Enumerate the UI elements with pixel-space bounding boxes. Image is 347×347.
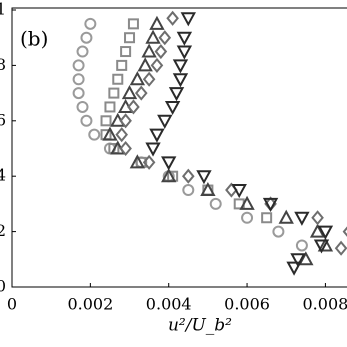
- point: [172, 59, 189, 74]
- point: [137, 57, 153, 72]
- point: [100, 115, 112, 127]
- point: [149, 15, 165, 30]
- point: [76, 45, 89, 58]
- point: [112, 73, 124, 85]
- point: [294, 211, 310, 226]
- point: [129, 154, 146, 169]
- point: [181, 168, 195, 184]
- x-tick-label: 0.002: [67, 295, 113, 314]
- point: [115, 127, 128, 143]
- point: [142, 71, 156, 87]
- point: [278, 209, 294, 224]
- point: [313, 239, 330, 254]
- point: [209, 197, 222, 210]
- y-tick-label: 0.2: [0, 221, 6, 240]
- x-axis-label: u²/U_b²: [168, 316, 232, 336]
- point: [80, 114, 93, 127]
- point: [311, 210, 324, 226]
- point: [84, 17, 97, 30]
- x-tick-label: 0.004: [146, 295, 192, 314]
- y-tick-label: 0.4: [0, 166, 6, 185]
- point: [317, 237, 334, 252]
- point: [231, 184, 247, 199]
- point: [119, 140, 132, 157]
- point: [72, 73, 85, 86]
- point: [116, 59, 128, 71]
- point: [309, 223, 326, 238]
- point: [180, 12, 196, 27]
- point: [149, 128, 165, 143]
- point: [129, 71, 146, 86]
- point: [176, 45, 193, 60]
- point: [286, 261, 302, 276]
- point: [290, 253, 306, 268]
- point: [141, 43, 157, 58]
- point: [72, 59, 85, 72]
- point: [127, 99, 140, 115]
- y-tick-label: 0.8: [0, 55, 6, 74]
- point: [102, 126, 118, 141]
- point: [80, 31, 93, 44]
- point: [72, 87, 85, 100]
- point: [119, 113, 132, 129]
- point: [261, 212, 273, 224]
- point: [295, 239, 308, 252]
- point: [145, 29, 161, 44]
- point: [262, 197, 279, 212]
- panel-label: (b): [20, 27, 48, 51]
- point: [239, 195, 255, 210]
- y-tick-label: 0: [0, 277, 6, 296]
- point: [108, 87, 120, 99]
- point: [342, 226, 347, 237]
- point: [164, 100, 181, 116]
- x-tick-label: 0.006: [224, 295, 270, 314]
- point: [161, 168, 177, 183]
- point: [317, 225, 334, 240]
- plot-frame: [11, 7, 347, 288]
- point: [168, 87, 185, 102]
- point: [298, 251, 314, 266]
- point: [124, 32, 136, 44]
- point: [121, 85, 138, 100]
- point: [176, 31, 193, 46]
- point: [134, 85, 148, 101]
- point: [166, 10, 179, 26]
- y-tick-label: 1: [0, 0, 6, 19]
- y-tick-label: 0.6: [0, 110, 6, 129]
- point: [142, 154, 156, 170]
- x-tick-label: 0: [7, 295, 17, 314]
- point: [172, 73, 189, 88]
- point: [150, 57, 164, 73]
- point: [272, 225, 285, 238]
- point: [157, 114, 173, 129]
- point: [200, 181, 216, 197]
- point: [182, 184, 195, 197]
- point: [76, 100, 89, 113]
- point: [196, 170, 212, 185]
- point: [161, 156, 177, 171]
- point: [88, 128, 101, 141]
- point: [127, 18, 139, 30]
- point: [145, 142, 161, 157]
- point: [104, 101, 116, 113]
- point: [120, 46, 132, 58]
- point: [241, 211, 254, 224]
- point: [158, 30, 172, 46]
- point: [334, 240, 347, 256]
- x-tick-label: 0.008: [303, 295, 347, 314]
- point: [154, 43, 168, 60]
